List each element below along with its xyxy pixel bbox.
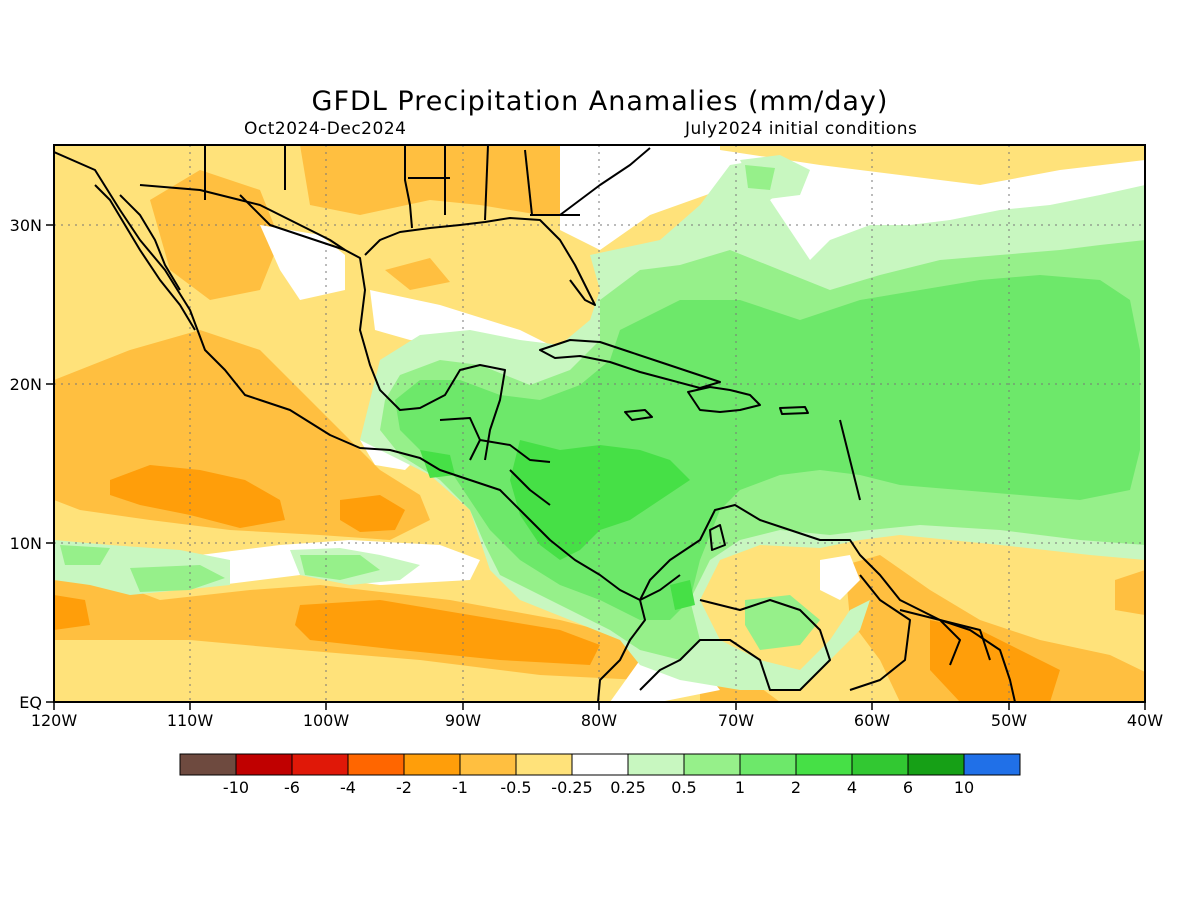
colorbar-label: -0.25: [551, 778, 592, 797]
y-tick-label: 30N: [10, 216, 42, 235]
colorbar-swatch: [963, 753, 1021, 776]
colorbar-swatch: [571, 753, 629, 776]
colorbar-labels: -10 -6 -4 -2 -1 -0.5 -0.25 0.25 0.5 1 2 4 6 10: [223, 778, 974, 797]
x-tick-label: 90W: [445, 711, 481, 730]
colorbar-label: 10: [954, 778, 974, 797]
colorbar-label: 2: [791, 778, 801, 797]
colorbar-label: 6: [903, 778, 913, 797]
colorbar-swatch: [907, 753, 965, 776]
colorbar-swatch: [403, 753, 461, 776]
x-tick-label: 70W: [718, 711, 754, 730]
y-tick-label: 20N: [10, 375, 42, 394]
colorbar-label: 4: [847, 778, 857, 797]
map-title: GFDL Precipitation Anamalies (mm/day): [312, 86, 889, 117]
x-tick-label: 80W: [581, 711, 617, 730]
colorbar-swatch: [683, 753, 741, 776]
x-tick-label: 100W: [303, 711, 350, 730]
x-tick-label: 40W: [1127, 711, 1163, 730]
colorbar-label: -0.5: [500, 778, 531, 797]
colorbar-swatch: [851, 753, 909, 776]
colorbar-label: -1: [452, 778, 468, 797]
y-tick-label: EQ: [19, 693, 42, 712]
colorbar-label: 0.5: [671, 778, 696, 797]
colorbar-swatch: [515, 753, 573, 776]
colorbar-swatch: [291, 753, 349, 776]
anomaly-field: [54, 145, 1145, 702]
colorbar-swatch: [739, 753, 797, 776]
x-tick-label: 110W: [167, 711, 214, 730]
x-tick-label: 50W: [991, 711, 1027, 730]
tick-marks: [46, 224, 1146, 710]
colorbar-label: -2: [396, 778, 412, 797]
initial-conditions: July2024 initial conditions: [684, 119, 917, 139]
colorbar-label: 0.25: [610, 778, 646, 797]
colorbar-label: 1: [735, 778, 745, 797]
colorbar-swatch: [459, 753, 517, 776]
forecast-period: Oct2024-Dec2024: [244, 119, 406, 139]
y-tick-label: 10N: [10, 534, 42, 553]
colorbar-swatch: [795, 753, 853, 776]
x-tick-label: 120W: [31, 711, 78, 730]
colorbar-label: -10: [223, 778, 249, 797]
colorbar-label: -6: [284, 778, 300, 797]
colorbar: [179, 753, 1021, 776]
coastlines: [54, 145, 1016, 702]
colorbar-swatch: [627, 753, 685, 776]
x-tick-label: 60W: [854, 711, 890, 730]
colorbar-swatch: [235, 753, 293, 776]
colorbar-swatch: [179, 753, 237, 776]
colorbar-swatch: [347, 753, 405, 776]
colorbar-label: -4: [340, 778, 356, 797]
